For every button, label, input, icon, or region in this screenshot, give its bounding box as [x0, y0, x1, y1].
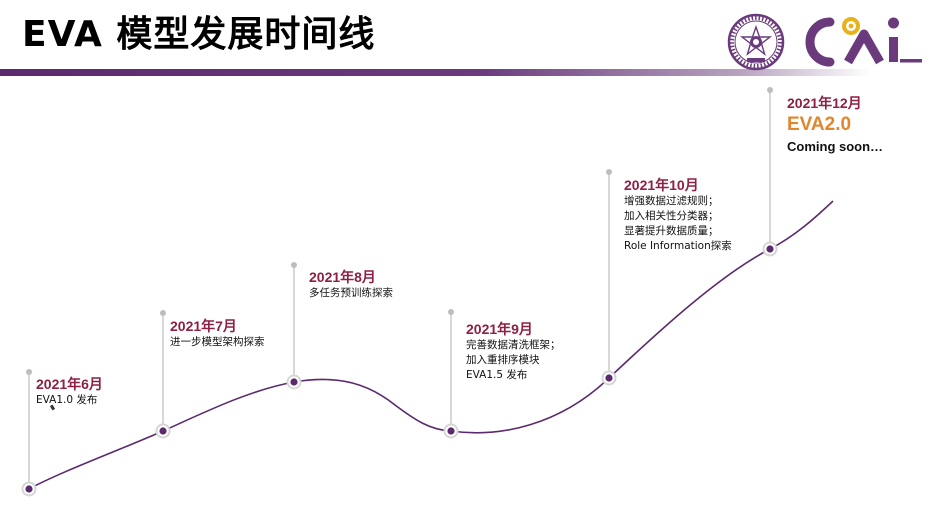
milestone-2021-09: 2021年9月 完善数据清洗框架； 加入重排序模块 EVA1.5 发布	[466, 320, 561, 383]
milestone-dot-3	[447, 427, 455, 435]
milestone-dot-1	[159, 427, 167, 435]
university-seal-logo	[727, 13, 785, 71]
milestone-2021-06: 2021年6月 EVA1.0 发布	[36, 375, 103, 408]
milestone-stem-cap-0	[26, 369, 32, 375]
milestone-text: Role Information探索	[624, 240, 732, 252]
milestone-2021-12: 2021年12月 EVA2.0 Coming soon…	[787, 94, 883, 156]
milestone-highlight: EVA2.0	[787, 114, 852, 135]
milestone-dot-2	[290, 378, 298, 386]
milestone-coming-soon: Coming soon…	[787, 139, 884, 154]
coai-logo	[805, 17, 922, 67]
milestone-date: 2021年10月	[624, 177, 699, 193]
milestone-text: 进一步模型架构探索	[170, 336, 265, 348]
milestone-text: 加入重排序模块	[466, 354, 540, 366]
milestone-text: 完善数据清洗框架；	[466, 339, 561, 351]
milestone-date: 2021年9月	[466, 321, 533, 337]
milestone-date: 2021年8月	[309, 269, 376, 285]
milestone-text: 加入相关性分类器；	[624, 210, 719, 222]
milestone-text: EVA1.0 发布	[36, 394, 98, 406]
milestone-text: 显著提升数据质量；	[624, 225, 719, 237]
milestone-text: 多任务预训练探索	[309, 287, 393, 299]
milestone-2021-07: 2021年7月 进一步模型架构探索	[170, 317, 265, 350]
milestone-stem-cap-4	[606, 169, 612, 175]
milestone-2021-10: 2021年10月 增强数据过滤规则； 加入相关性分类器； 显著提升数据质量； R…	[624, 176, 732, 254]
page-title: EVA 模型发展时间线	[22, 14, 376, 55]
milestone-date: 2021年7月	[170, 318, 237, 334]
milestone-dot-0	[25, 485, 33, 493]
milestone-date: 2021年12月	[787, 95, 862, 111]
milestone-stem-cap-3	[448, 309, 454, 315]
milestone-stem-cap-5	[767, 87, 773, 93]
milestone-stem-cap-1	[160, 310, 166, 316]
header-divider	[0, 69, 870, 76]
milestone-date: 2021年6月	[36, 376, 103, 392]
milestone-dot-5	[766, 245, 774, 253]
milestone-2021-08: 2021年8月 多任务预训练探索	[309, 268, 393, 301]
milestone-text: EVA1.5 发布	[466, 369, 528, 381]
milestone-dot-4	[605, 374, 613, 382]
milestone-text: 增强数据过滤规则；	[624, 195, 719, 207]
milestone-stem-cap-2	[291, 262, 297, 268]
